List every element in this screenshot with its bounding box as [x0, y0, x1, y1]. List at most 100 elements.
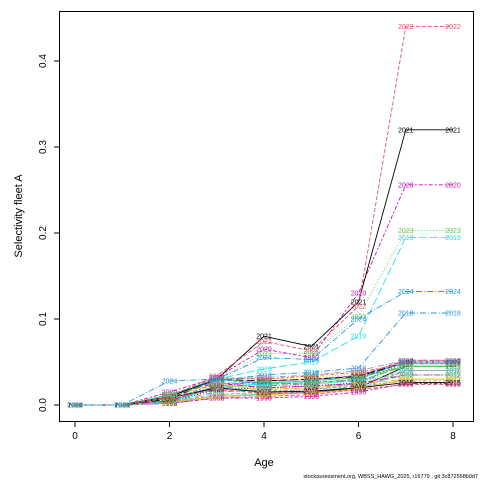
point-label-2002: 2002: [67, 403, 83, 410]
point-label-1993: 1993: [256, 390, 272, 397]
y-tick-label: 0.3: [38, 140, 49, 154]
point-label-2002: 2002: [303, 378, 319, 385]
point-label-2009: 2009: [114, 403, 130, 410]
point-label-2013: 2013: [445, 377, 461, 384]
point-label-2011: 2011: [209, 378, 224, 385]
point-label-2003: 2003: [398, 361, 414, 368]
point-label-2002: 2002: [256, 380, 272, 387]
point-label-2018: 2018: [256, 372, 272, 379]
point-label-2022: 2022: [114, 403, 130, 410]
point-label-2001: 2001: [67, 403, 83, 410]
point-label-2008: 2008: [445, 361, 461, 368]
point-label-2010: 2010: [256, 382, 272, 389]
point-label-2024: 2024: [162, 378, 178, 385]
point-label-1996: 1996: [351, 390, 367, 397]
point-label-2016: 2016: [303, 390, 319, 397]
point-label-1996: 1996: [67, 403, 83, 410]
point-label-2015: 2015: [351, 385, 367, 392]
point-label-2010: 2010: [303, 380, 319, 387]
point-label-2008: 2008: [114, 403, 130, 410]
point-label-1992: 1992: [398, 368, 414, 375]
point-label-1996: 1996: [445, 381, 461, 388]
point-label-2014: 2014: [256, 389, 272, 396]
point-label-2000: 2000: [114, 403, 130, 410]
point-label-2009: 2009: [398, 364, 414, 371]
point-label-1998: 1998: [162, 399, 178, 406]
point-label-1998: 1998: [256, 390, 272, 397]
point-label-2008: 2008: [398, 361, 414, 368]
point-label-2012: 2012: [67, 403, 83, 410]
point-label-2021: 2021: [256, 334, 272, 341]
y-tick-label: 0.2: [38, 226, 49, 240]
point-label-1991: 1991: [398, 364, 414, 371]
point-label-2006: 2006: [256, 375, 272, 382]
point-label-2010: 2010: [351, 377, 367, 384]
point-label-2013: 2013: [67, 403, 83, 410]
point-label-2010: 2010: [209, 377, 225, 384]
point-label-2018: 2018: [351, 366, 367, 373]
point-label-1992: 1992: [303, 392, 319, 399]
point-label-2013: 2013: [209, 382, 225, 389]
point-label-2007: 2007: [256, 378, 272, 385]
point-label-1996: 1996: [398, 381, 414, 388]
point-label-2003: 2003: [114, 403, 130, 410]
point-label-1991: 1991: [351, 385, 367, 392]
point-label-2023: 2023: [445, 228, 461, 235]
point-label-2001: 2001: [209, 384, 225, 391]
point-label-1998: 1998: [351, 382, 367, 389]
point-label-1992: 1992: [67, 403, 83, 410]
point-label-2003: 2003: [256, 381, 272, 388]
point-label-1998: 1998: [445, 368, 461, 375]
point-label-1995: 1995: [351, 384, 367, 391]
point-label-2019: 2019: [256, 366, 272, 373]
point-label-2012: 2012: [398, 372, 414, 379]
point-label-2001: 2001: [162, 398, 178, 405]
point-label-2006: 2006: [445, 358, 461, 365]
point-label-2012: 2012: [162, 394, 178, 401]
point-label-1993: 1993: [114, 403, 130, 410]
point-label-2004: 2004: [162, 398, 178, 405]
point-label-2013: 2013: [256, 387, 272, 394]
point-label-2016: 2016: [67, 403, 83, 410]
point-label-2015: 2015: [67, 403, 83, 410]
point-label-2009: 2009: [67, 403, 83, 410]
point-label-2014: 2014: [67, 403, 83, 410]
y-tick-label: 0.4: [38, 54, 49, 68]
point-label-2021: 2021: [209, 377, 225, 384]
point-label-2019: 2019: [398, 235, 414, 242]
point-label-2020: 2020: [351, 291, 367, 298]
point-label-2022: 2022: [162, 394, 178, 401]
point-label-2017: 2017: [398, 372, 414, 379]
series-line-2020: [75, 184, 453, 406]
point-label-2013: 2013: [114, 403, 130, 410]
point-label-2015: 2015: [256, 390, 272, 397]
point-label-2021: 2021: [303, 344, 319, 351]
point-label-2003: 2003: [445, 361, 461, 368]
point-label-2016: 2016: [256, 390, 272, 397]
point-label-2022: 2022: [209, 373, 225, 380]
point-label-2008: 2008: [351, 370, 367, 377]
point-label-2023: 2023: [67, 403, 83, 410]
point-label-2007: 2007: [67, 403, 83, 410]
point-label-2023: 2023: [351, 314, 367, 321]
point-label-2000: 2000: [445, 358, 461, 365]
point-label-2004: 2004: [445, 358, 461, 365]
point-label-2019: 2019: [445, 235, 461, 242]
point-label-2004: 2004: [114, 403, 130, 410]
point-label-1997: 1997: [256, 392, 272, 399]
x-tick-label: 6: [356, 431, 362, 442]
y-tick-label: 0.1: [38, 312, 49, 326]
point-label-2000: 2000: [303, 381, 319, 388]
point-label-2014: 2014: [162, 394, 178, 401]
point-label-2008: 2008: [256, 377, 272, 384]
point-label-2015: 2015: [303, 389, 319, 396]
point-label-1994: 1994: [114, 403, 130, 410]
series-line-2017: [75, 374, 453, 406]
x-tick-label: 2: [167, 431, 173, 442]
point-label-1999: 1999: [303, 384, 319, 391]
point-label-2008: 2008: [303, 373, 319, 380]
point-label-2011: 2011: [445, 368, 460, 375]
point-label-2004: 2004: [67, 403, 83, 410]
point-label-1991: 1991: [256, 392, 272, 399]
